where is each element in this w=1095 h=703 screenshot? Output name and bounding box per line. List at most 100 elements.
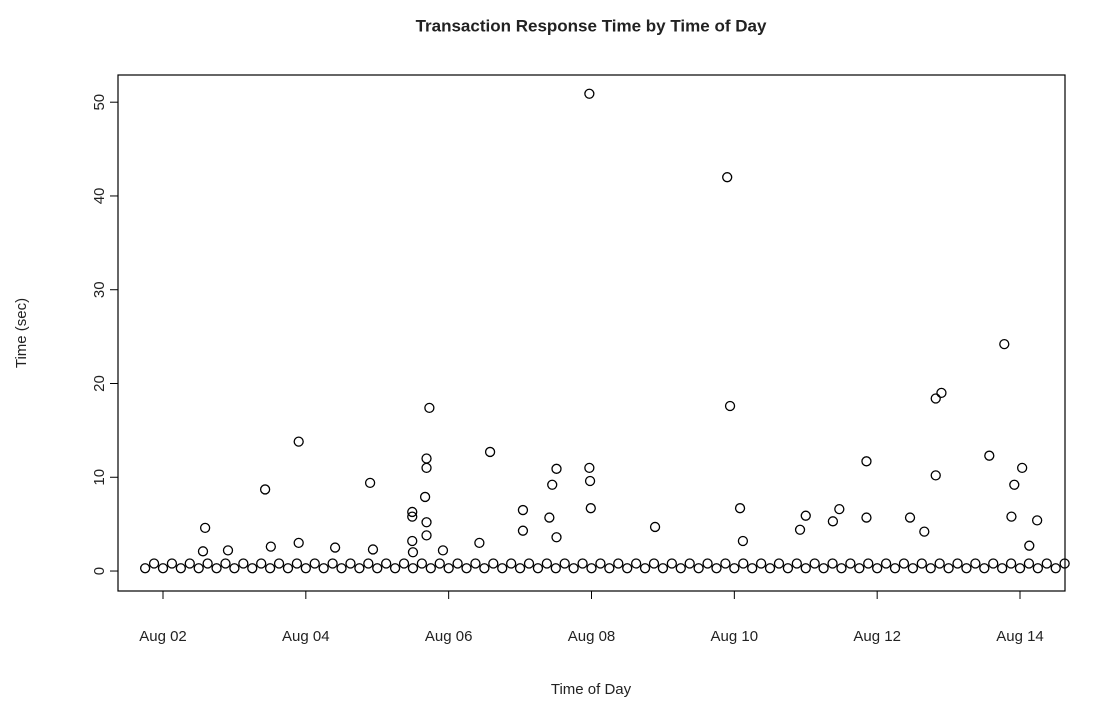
point (291, 558, 303, 569)
point (329, 542, 341, 553)
point (1059, 558, 1070, 569)
point (568, 563, 579, 574)
point (794, 524, 806, 535)
point (755, 558, 767, 569)
point (657, 563, 669, 574)
point (880, 558, 892, 569)
point (293, 537, 304, 549)
point (318, 563, 329, 574)
point (479, 563, 490, 574)
point (559, 558, 570, 569)
y-tick-label: 40 (91, 188, 108, 205)
point (407, 563, 419, 574)
point (364, 477, 376, 489)
point (1014, 563, 1026, 574)
y-tick-label: 0 (91, 567, 108, 575)
point (421, 462, 432, 474)
point (197, 546, 209, 557)
point (1006, 511, 1017, 522)
point (238, 558, 249, 569)
point (259, 484, 271, 495)
point (222, 545, 234, 556)
point (372, 563, 383, 574)
y-axis-label: Time (sec) (13, 298, 30, 368)
x-tick-label: Aug 02 (139, 628, 187, 645)
point (282, 563, 294, 574)
point (693, 563, 704, 574)
point (702, 558, 713, 569)
point (336, 563, 347, 574)
point (421, 453, 432, 464)
point (1041, 558, 1052, 569)
point (523, 558, 535, 569)
point (586, 563, 597, 574)
point (970, 558, 981, 569)
x-axis-label: Time of Day (551, 681, 632, 698)
point (584, 462, 595, 474)
point (916, 558, 927, 569)
point (818, 563, 829, 574)
point (997, 563, 1008, 574)
point (389, 563, 401, 574)
point (1023, 558, 1035, 569)
point (800, 510, 811, 521)
point (800, 563, 811, 574)
point (550, 563, 561, 574)
point (470, 558, 481, 569)
point (1016, 462, 1028, 474)
point (300, 563, 311, 574)
point (474, 537, 485, 549)
point (437, 545, 449, 556)
point (398, 558, 410, 569)
y-tick-label: 10 (91, 469, 108, 486)
point (256, 558, 267, 569)
point (452, 558, 463, 569)
point (898, 558, 910, 569)
point (747, 563, 758, 574)
point (675, 563, 686, 574)
point (613, 558, 624, 569)
point (425, 563, 436, 574)
point (421, 517, 432, 528)
y-tick-label: 50 (91, 94, 108, 111)
point (809, 558, 820, 569)
point (988, 558, 999, 569)
point (936, 387, 947, 399)
point (157, 563, 169, 574)
x-tick-label: Aug 10 (711, 628, 759, 645)
point (148, 558, 160, 569)
point (265, 541, 276, 552)
point (273, 558, 285, 569)
point (648, 558, 660, 569)
point (551, 532, 562, 543)
point (782, 563, 794, 574)
point (488, 558, 499, 569)
point (443, 563, 454, 574)
point (309, 558, 320, 569)
point (622, 563, 633, 574)
y-tick-label: 20 (91, 375, 108, 392)
point (854, 563, 865, 574)
point (484, 446, 496, 458)
point (229, 563, 240, 574)
point (193, 563, 204, 574)
point (1005, 558, 1017, 569)
point (872, 563, 883, 574)
point (684, 558, 695, 569)
point (722, 172, 733, 183)
point (764, 563, 776, 574)
point (584, 88, 595, 99)
point (979, 563, 990, 574)
point (416, 558, 428, 569)
point (367, 544, 379, 555)
point (551, 463, 562, 474)
point (845, 558, 856, 569)
point (904, 512, 916, 523)
point (773, 558, 785, 569)
point (934, 558, 945, 569)
point (919, 526, 930, 537)
point (943, 563, 954, 574)
point (1009, 479, 1020, 490)
point (724, 400, 736, 412)
